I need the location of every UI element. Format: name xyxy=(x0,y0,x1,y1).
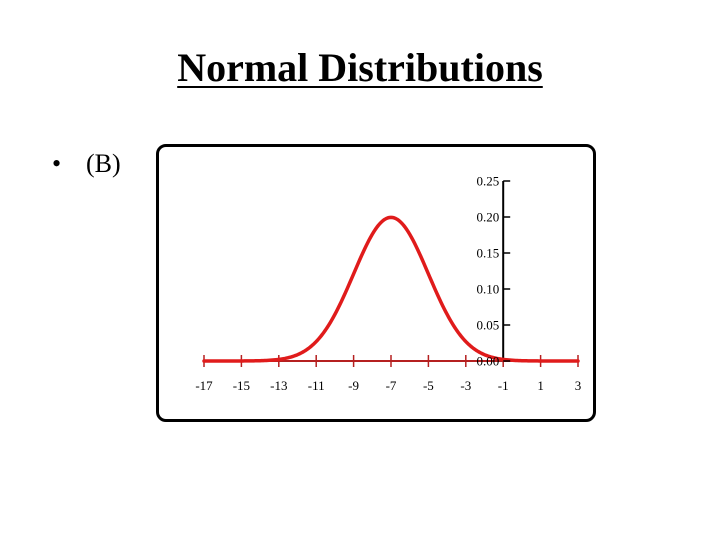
y-tick-label: 0.05 xyxy=(476,318,499,333)
x-tick-label: -11 xyxy=(308,378,325,393)
x-tick-label: -9 xyxy=(348,378,359,393)
bullet-item: • (B) xyxy=(52,148,121,180)
y-tick-label: 0.00 xyxy=(476,354,499,369)
x-tick-label: -15 xyxy=(233,378,250,393)
y-tick-label: 0.15 xyxy=(476,246,499,261)
normal-distribution-chart: -17 -15 -13 -11 -9 -7 -5 -3 -1 1 30.000.050.100.15… xyxy=(195,174,582,394)
x-tick-label: 1 xyxy=(537,378,544,393)
y-tick-label: 0.10 xyxy=(476,282,499,297)
slide-title-text: Normal Distributions xyxy=(177,45,543,90)
x-tick-label: -7 xyxy=(386,378,397,393)
x-tick-label: -3 xyxy=(460,378,471,393)
series-line xyxy=(202,215,580,363)
x-tick-label: -17 xyxy=(195,378,213,393)
x-tick-label: -1 xyxy=(498,378,509,393)
bullet-label: (B) xyxy=(86,149,121,178)
x-tick-label: -5 xyxy=(423,378,434,393)
x-tick-label: 3 xyxy=(575,378,582,393)
bullet-dot: • xyxy=(52,149,62,178)
x-tick-label: -13 xyxy=(270,378,287,393)
slide-title: Normal Distributions xyxy=(0,42,720,94)
y-tick-label: 0.20 xyxy=(476,210,499,225)
y-tick-label: 0.25 xyxy=(476,174,499,189)
chart-frame: -17 -15 -13 -11 -9 -7 -5 -3 -1 1 3 0.00 0.05 0.10 0.15… xyxy=(156,144,596,422)
